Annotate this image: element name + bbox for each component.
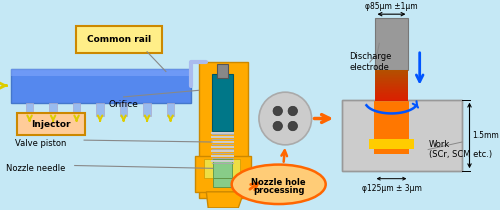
Bar [374,88,408,89]
Bar [374,100,410,154]
Bar [374,81,408,82]
Circle shape [288,106,298,116]
Text: Work
(SCr, SCM etc.): Work (SCr, SCM etc.) [429,140,492,159]
Bar [195,156,252,192]
Bar [374,98,408,100]
Bar [204,159,240,178]
Circle shape [288,121,298,131]
Circle shape [273,121,282,131]
Bar [374,86,408,87]
Bar [144,102,151,116]
Bar [216,64,228,78]
Bar [374,91,408,92]
Text: Nozzle hole: Nozzle hole [252,178,306,187]
Bar [374,74,408,75]
Text: Nozzle needle: Nozzle needle [6,164,66,173]
Bar [374,92,408,93]
Bar [374,87,408,88]
Bar [374,71,408,72]
Bar [199,62,248,198]
Bar [167,102,174,116]
Text: 1.5mm: 1.5mm [472,131,499,140]
Bar [374,83,408,84]
Text: Orifice: Orifice [108,100,138,109]
Bar [374,73,408,74]
FancyBboxPatch shape [76,26,162,53]
Bar [369,139,414,149]
Bar [374,77,408,78]
Bar [374,72,408,73]
Bar [374,84,408,85]
Bar [374,100,408,101]
Bar [374,76,408,77]
Bar [213,159,232,187]
Bar [73,102,80,116]
Bar [374,97,408,98]
Ellipse shape [232,165,326,204]
Bar [342,100,462,171]
FancyBboxPatch shape [18,113,85,135]
Text: φ85μm ±1μm: φ85μm ±1μm [365,2,418,11]
Polygon shape [206,192,244,208]
Bar [374,79,408,80]
Text: processing: processing [253,186,304,195]
Text: Injector: Injector [32,120,71,129]
Bar [374,18,408,70]
Bar [374,82,408,83]
Bar [374,75,408,76]
Text: Valve piston: Valve piston [16,139,67,148]
Bar [374,98,408,99]
Bar [374,90,408,91]
Text: Common rail: Common rail [87,35,151,44]
Bar [374,93,408,94]
Bar [212,74,233,131]
Text: φ125μm ± 3μm: φ125μm ± 3μm [362,184,422,193]
Bar [374,89,408,91]
Bar [213,159,232,178]
Bar [96,102,104,116]
Circle shape [259,92,312,145]
Bar [374,70,408,71]
Bar [374,78,408,79]
Bar [26,102,34,116]
Bar [11,69,192,76]
Text: Discharge
electrode: Discharge electrode [349,52,392,72]
Bar [374,80,408,81]
Bar [11,69,192,102]
Circle shape [273,106,282,116]
Bar [342,100,462,171]
Bar [374,85,408,86]
Bar [374,96,408,97]
Bar [50,102,57,116]
Bar [374,94,408,96]
Bar [120,102,128,116]
